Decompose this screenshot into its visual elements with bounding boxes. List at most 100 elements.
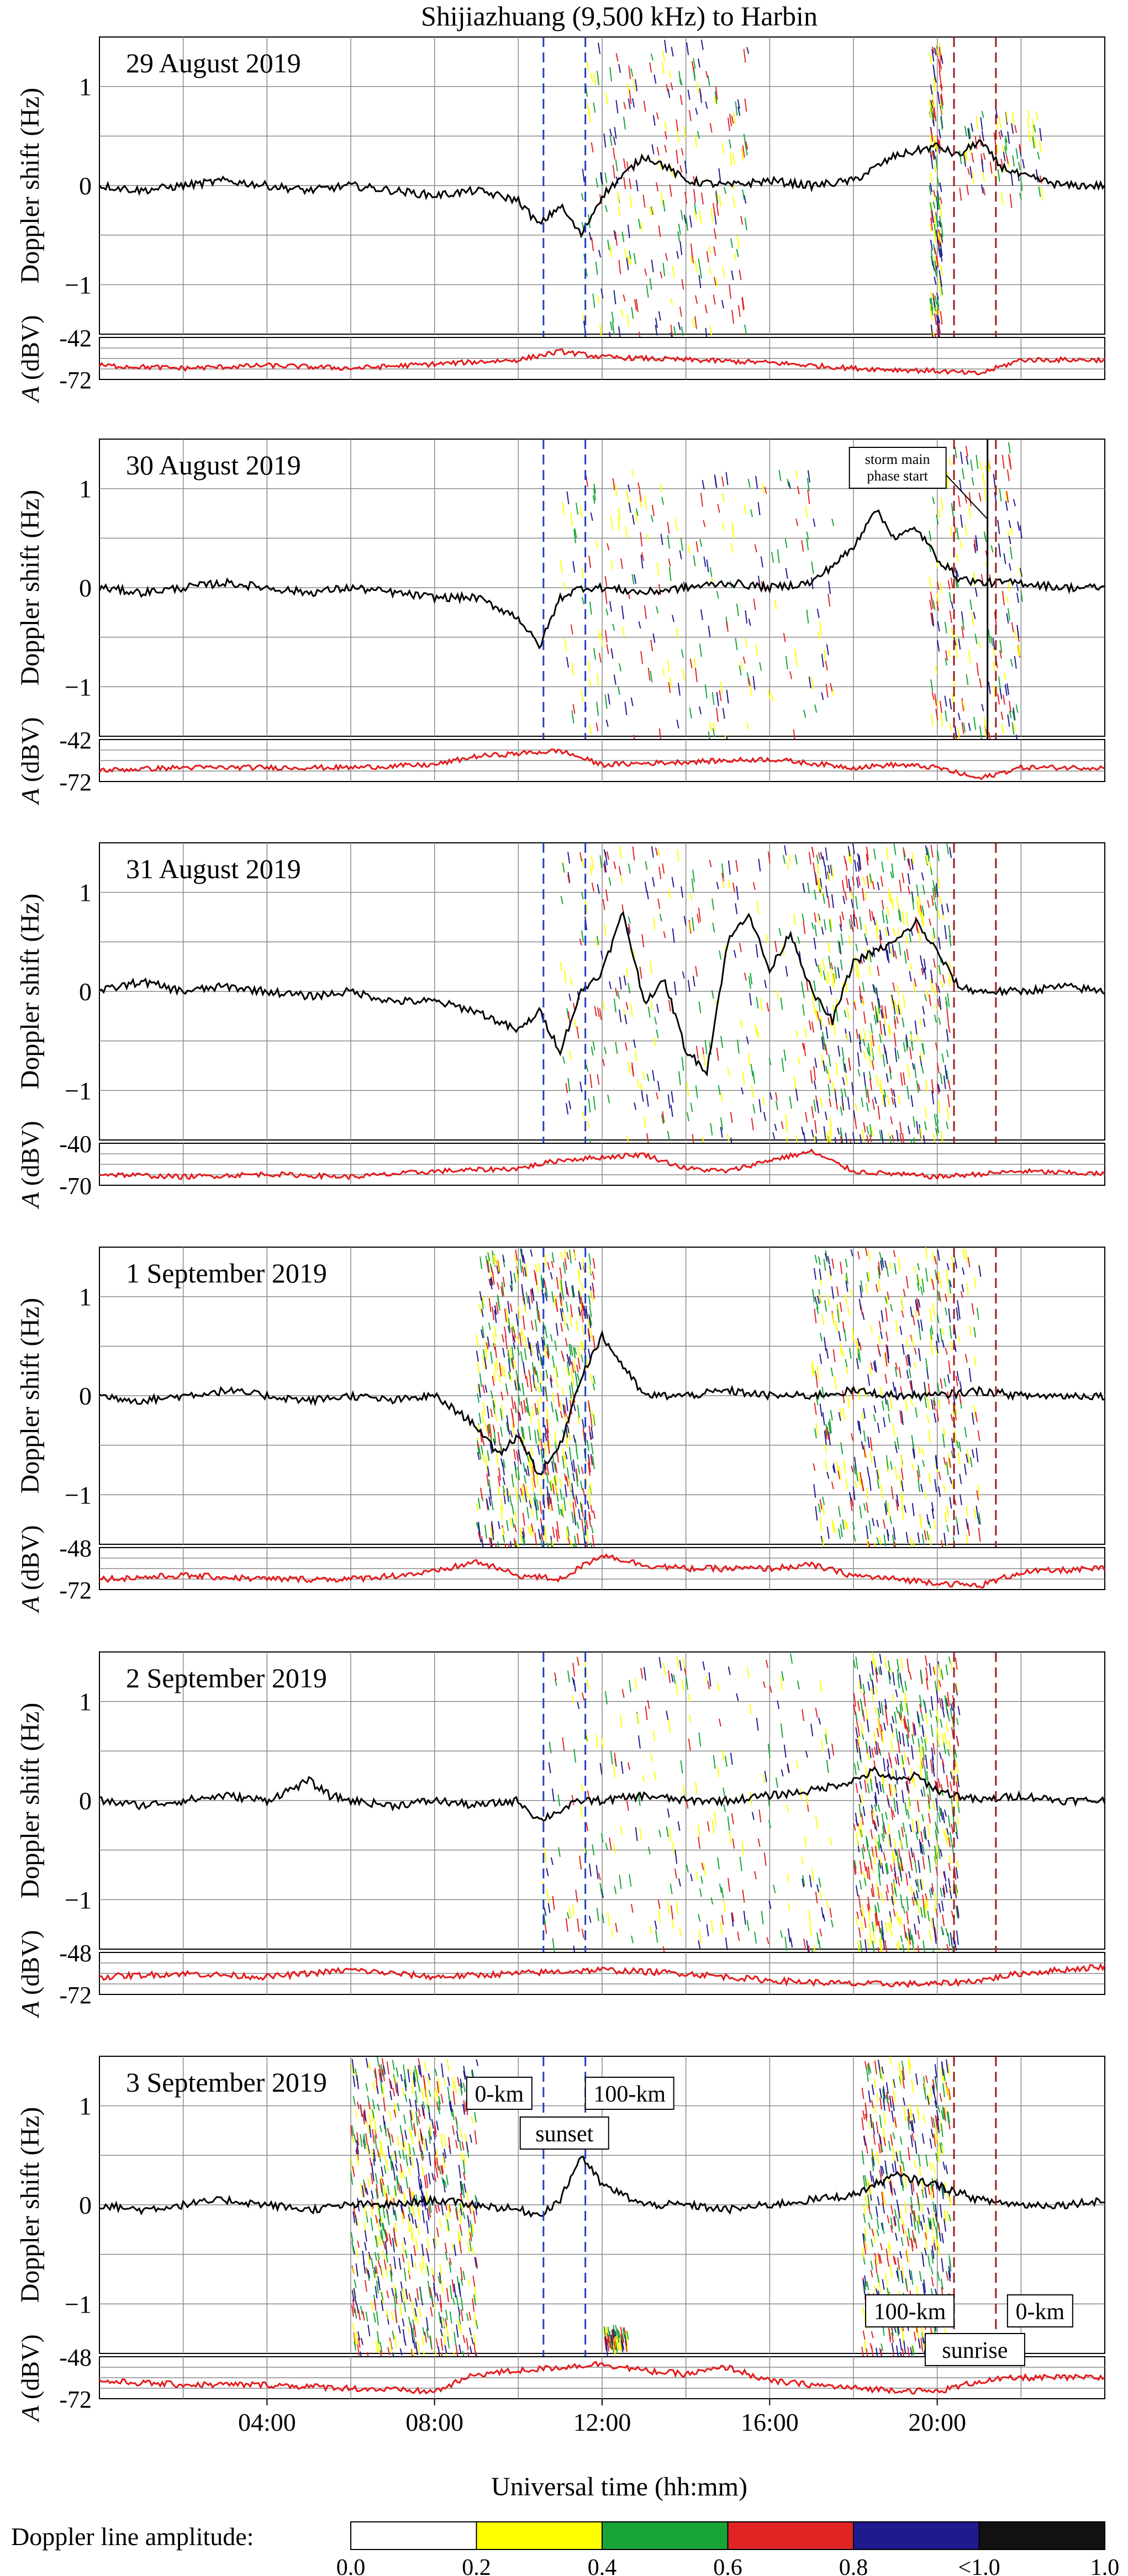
doppler-scatter-mark — [902, 1017, 905, 1028]
doppler-scatter-mark — [877, 1863, 881, 1878]
doppler-scatter-mark — [765, 1660, 768, 1668]
doppler-scatter-mark — [614, 1886, 617, 1894]
doppler-scatter-mark — [881, 2223, 884, 2231]
doppler-scatter-mark — [389, 2341, 393, 2353]
doppler-scatter-mark — [885, 2248, 889, 2262]
doppler-scatter-mark — [829, 1271, 832, 1280]
doppler-scatter-mark — [829, 1419, 832, 1434]
doppler-scatter-mark — [935, 308, 938, 316]
doppler-scatter-mark — [590, 1373, 593, 1384]
doppler-scatter-mark — [946, 2210, 950, 2221]
doppler-scatter-mark — [846, 1521, 849, 1531]
doppler-scatter-mark — [917, 1532, 920, 1543]
doppler-scatter-mark — [698, 275, 702, 288]
doppler-scatter-mark — [762, 1773, 766, 1783]
doppler-scatter-mark — [352, 2095, 356, 2105]
doppler-scatter-mark — [492, 1376, 495, 1386]
doppler-scatter-mark — [891, 2342, 894, 2353]
doppler-scatter-mark — [694, 316, 698, 329]
doppler-scatter-mark — [463, 2100, 466, 2112]
doppler-scatter-mark — [560, 1488, 563, 1500]
doppler-scatter-mark — [882, 1775, 885, 1788]
doppler-scatter-mark — [998, 116, 1002, 128]
doppler-scatter-mark — [500, 1405, 504, 1418]
doppler-scatter-mark — [610, 648, 614, 659]
doppler-scatter-mark — [885, 1500, 888, 1513]
doppler-scatter-mark — [950, 1932, 953, 1946]
doppler-scatter-mark — [930, 107, 934, 119]
doppler-scatter-mark — [560, 559, 563, 574]
doppler-scatter-mark — [1019, 525, 1022, 539]
doppler-scatter-mark — [872, 2175, 875, 2185]
doppler-scatter-mark — [855, 1338, 858, 1349]
doppler-scatter-mark — [676, 1901, 679, 1915]
doppler-scatter-mark — [897, 985, 900, 996]
doppler-scatter-mark — [935, 156, 938, 170]
doppler-scatter-mark — [666, 1711, 669, 1720]
doppler-scatter-mark — [905, 912, 909, 926]
doppler-scatter-mark — [975, 538, 978, 551]
doppler-scatter-mark — [408, 2143, 412, 2155]
doppler-scatter-mark — [368, 2062, 371, 2070]
doppler-scatter-mark — [815, 1815, 818, 1829]
doppler-scatter-mark — [820, 886, 824, 896]
doppler-scatter-mark — [922, 884, 925, 895]
doppler-scatter-mark — [462, 2172, 466, 2181]
doppler-scatter-mark — [939, 237, 942, 245]
doppler-scatter-mark — [890, 1723, 893, 1733]
doppler-scatter-mark — [402, 2295, 405, 2304]
doppler-scatter-mark — [903, 1505, 906, 1513]
doppler-scatter-mark — [700, 39, 704, 50]
doppler-scatter-mark — [460, 2297, 463, 2311]
doppler-scatter-mark — [955, 636, 958, 647]
doppler-scatter-mark — [815, 1373, 818, 1388]
doppler-scatter-mark — [820, 1016, 823, 1027]
doppler-scatter-mark — [771, 552, 774, 563]
doppler-scatter-mark — [373, 2312, 376, 2323]
doppler-scatter-mark — [718, 1085, 721, 1095]
doppler-scatter-mark — [956, 553, 959, 562]
doppler-scatter-mark — [889, 1065, 892, 1073]
doppler-scatter-mark — [570, 512, 573, 527]
doppler-scatter-mark — [410, 2191, 414, 2200]
doppler-scatter-mark — [424, 2061, 427, 2072]
doppler-scatter-mark — [841, 1349, 845, 1357]
doppler-scatter-mark — [845, 1366, 848, 1374]
doppler-scatter-mark — [669, 184, 672, 197]
doppler-scatter-mark — [500, 1287, 504, 1295]
doppler-scatter-mark — [887, 906, 890, 917]
doppler-scatter-mark — [664, 131, 667, 140]
doppler-scatter-mark — [905, 935, 908, 944]
doppler-scatter-mark — [1035, 169, 1039, 183]
doppler-scatter-mark — [988, 629, 991, 643]
doppler-scatter-mark — [605, 93, 609, 105]
doppler-scatter-mark — [837, 967, 840, 979]
doppler-scatter-mark — [367, 2145, 370, 2155]
doppler-scatter-mark — [856, 1358, 859, 1369]
doppler-scatter-mark — [859, 1781, 862, 1790]
doppler-scatter-mark — [652, 917, 656, 930]
doppler-scatter-mark — [645, 1706, 648, 1720]
doppler-scatter-mark — [402, 2318, 405, 2327]
doppler-scatter-mark — [573, 1749, 577, 1763]
doppler-scatter-mark — [862, 1312, 865, 1320]
doppler-scatter-mark — [781, 1121, 784, 1129]
doppler-scatter-mark — [550, 1375, 553, 1382]
doppler-scatter-mark — [693, 58, 696, 69]
doppler-scatter-mark — [659, 914, 662, 922]
doppler-scatter-mark — [588, 1098, 591, 1113]
doppler-scatter-mark — [845, 1033, 848, 1041]
doppler-scatter-mark — [567, 1537, 571, 1545]
doppler-scatter-mark — [378, 2219, 382, 2227]
doppler-scatter-mark — [978, 1512, 981, 1525]
doppler-scatter-mark — [822, 893, 825, 904]
doppler-scatter-mark — [380, 2141, 383, 2156]
doppler-scatter-mark — [587, 1400, 591, 1412]
doppler-scatter-mark — [905, 1037, 908, 1051]
doppler-scatter-mark — [448, 2204, 451, 2213]
doppler-scatter-mark — [728, 880, 731, 889]
doppler-scatter-mark — [756, 996, 759, 1009]
doppler-scatter-mark — [888, 1783, 892, 1796]
